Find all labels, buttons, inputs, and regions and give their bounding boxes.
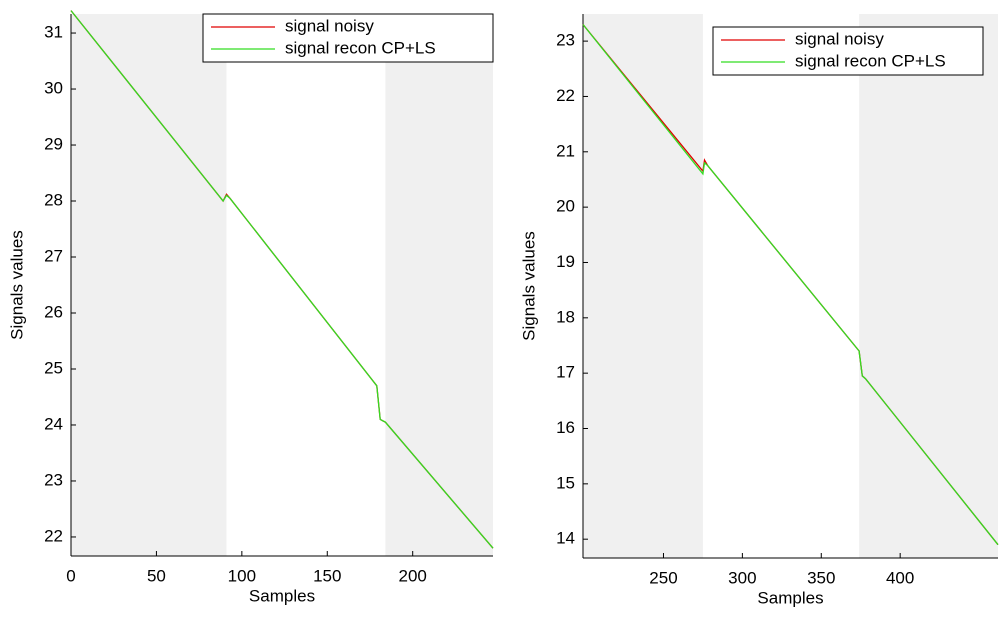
x-tick-label: 100 <box>228 566 256 585</box>
x-tick-label: 150 <box>313 566 341 585</box>
y-tick-label: 27 <box>44 246 63 265</box>
y-tick-label: 18 <box>556 307 575 326</box>
x-tick-label: 0 <box>66 566 75 585</box>
y-tick-label: 17 <box>556 363 575 382</box>
x-axis-label: Samples <box>249 586 315 605</box>
x-tick-label: 250 <box>649 568 677 587</box>
y-tick-label: 21 <box>556 141 575 160</box>
x-tick-label: 50 <box>147 566 166 585</box>
y-tick-label: 16 <box>556 418 575 437</box>
y-axis-label: Signals values <box>519 231 538 341</box>
y-tick-label: 25 <box>44 358 63 377</box>
shaded-region <box>583 14 703 558</box>
y-tick-label: 28 <box>44 190 63 209</box>
shaded-region <box>71 14 227 556</box>
x-tick-label: 300 <box>728 568 756 587</box>
y-tick-label: 20 <box>556 197 575 216</box>
shaded-region <box>385 14 493 556</box>
y-tick-label: 26 <box>44 302 63 321</box>
legend-label: signal recon CP+LS <box>795 51 946 70</box>
x-axis-label: Samples <box>757 588 823 607</box>
y-tick-label: 19 <box>556 252 575 271</box>
shaded-region <box>859 14 998 558</box>
y-tick-label: 22 <box>44 526 63 545</box>
legend-box <box>202 13 494 63</box>
series-line <box>70 10 494 549</box>
y-tick-label: 15 <box>556 473 575 492</box>
x-tick-label: 400 <box>886 568 914 587</box>
y-tick-label: 24 <box>44 414 63 433</box>
y-tick-label: 30 <box>44 79 63 98</box>
legend-label: signal noisy <box>285 16 374 35</box>
y-tick-label: 22 <box>556 86 575 105</box>
y-tick-label: 31 <box>44 23 63 42</box>
y-tick-label: 14 <box>556 529 575 548</box>
x-tick-label: 200 <box>399 566 427 585</box>
y-tick-label: 29 <box>44 135 63 154</box>
y-axis-label: Signals values <box>7 230 26 340</box>
y-tick-label: 23 <box>44 470 63 489</box>
x-tick-label: 350 <box>807 568 835 587</box>
series-line <box>582 24 999 546</box>
legend-label: signal recon CP+LS <box>285 38 436 57</box>
legend-label: signal noisy <box>795 29 884 48</box>
y-tick-label: 23 <box>556 31 575 50</box>
legend-box <box>712 26 984 76</box>
